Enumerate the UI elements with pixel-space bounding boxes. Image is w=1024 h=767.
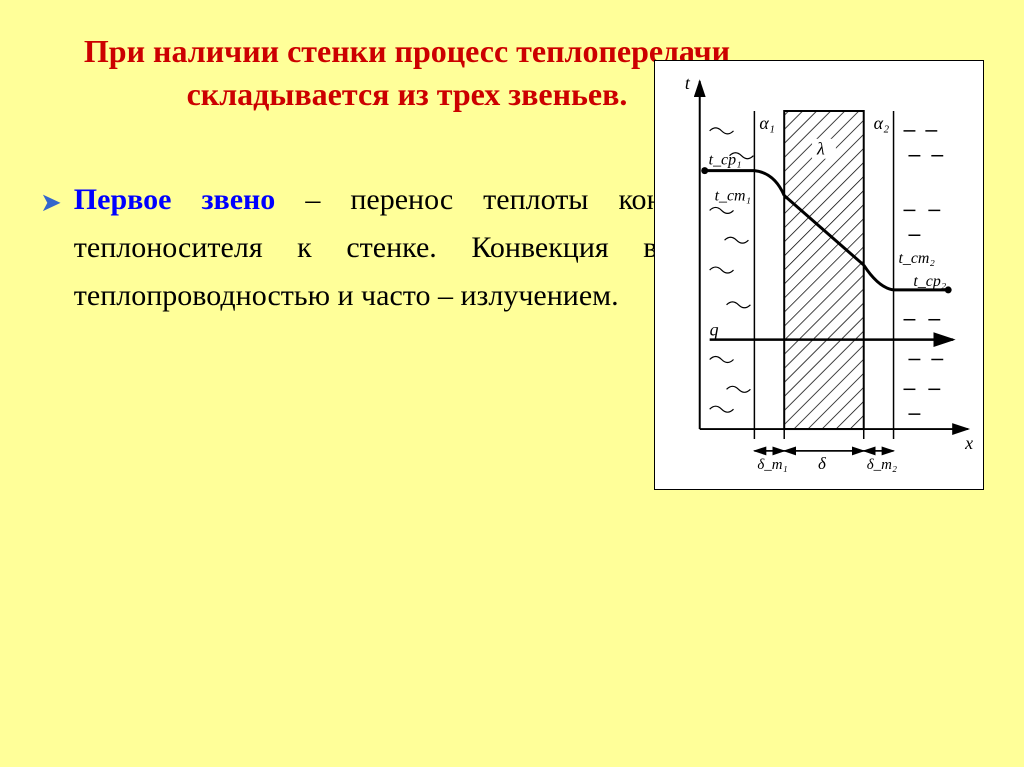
label-tcp2: t_ср₂: [913, 273, 946, 290]
label-tcp1: t_ср₁: [709, 152, 742, 169]
label-alpha2: α₂: [874, 113, 890, 133]
bullet-marker-icon: ➤: [40, 182, 62, 224]
heat-transfer-diagram: t x: [654, 60, 984, 490]
x-axis-label: x: [964, 433, 973, 453]
y-axis-label: t: [685, 73, 691, 93]
diagram-svg: t x: [655, 61, 983, 489]
label-delta-t2: δ_т₂: [867, 457, 897, 473]
label-alpha1: α₁: [759, 113, 775, 133]
delta-markers: [754, 429, 893, 451]
t-cp1-point: [701, 167, 708, 174]
bullet-lead: Первое звено: [74, 183, 276, 216]
label-q: q: [710, 320, 719, 340]
slide: При наличии стенки процесс теплопередачи…: [0, 0, 1024, 767]
label-tct1: t_ст₁: [715, 187, 751, 204]
label-delta-t1: δ_т₁: [757, 457, 787, 473]
label-delta: δ: [818, 454, 827, 473]
label-lambda: λ: [816, 139, 825, 159]
label-tct2: t_ст₂: [899, 250, 936, 267]
